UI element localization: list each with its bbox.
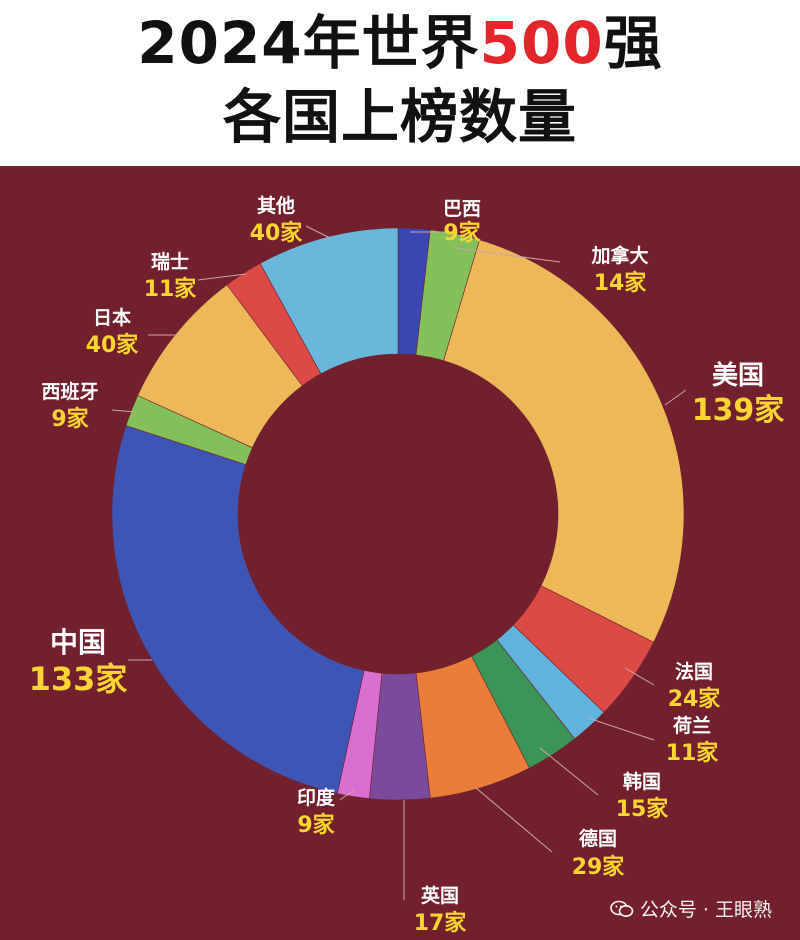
chart-title: 2024年世界500强 bbox=[0, 10, 800, 76]
slice-中国 bbox=[111, 425, 365, 794]
value-label-西班牙: 9家 bbox=[51, 406, 89, 432]
leader-line-美国 bbox=[664, 389, 687, 406]
category-label-德国: 德国 bbox=[579, 827, 617, 850]
leader-line-印度 bbox=[339, 789, 355, 801]
title-prefix: 2024年世界 bbox=[137, 9, 480, 77]
category-label-瑞士: 瑞士 bbox=[151, 250, 189, 273]
value-label-巴西: 9家 bbox=[443, 220, 481, 246]
value-label-美国: 139家 bbox=[692, 393, 785, 428]
title-header: 2024年世界500强 各国上榜数量 bbox=[0, 0, 800, 166]
category-label-加拿大: 加拿大 bbox=[590, 244, 648, 267]
value-label-德国: 29家 bbox=[572, 854, 626, 880]
category-label-日本: 日本 bbox=[93, 306, 131, 329]
chart-subtitle: 各国上榜数量 bbox=[222, 83, 577, 151]
leader-line-德国 bbox=[475, 787, 553, 853]
watermark: 公众号 · 王眼熟 bbox=[610, 895, 772, 922]
category-label-巴西: 巴西 bbox=[443, 198, 481, 220]
leader-line-加拿大 bbox=[454, 247, 561, 263]
category-label-其他: 其他 bbox=[257, 194, 295, 217]
value-label-其他: 40家 bbox=[250, 220, 304, 246]
watermark-text: 公众号 · 王眼熟 bbox=[639, 899, 772, 921]
category-label-英国: 英国 bbox=[421, 884, 459, 907]
donut-hole bbox=[238, 354, 558, 674]
title-highlight: 500 bbox=[479, 9, 604, 77]
value-label-加拿大: 14家 bbox=[594, 270, 648, 296]
title-suffix: 强 bbox=[603, 9, 663, 77]
category-label-荷兰: 荷兰 bbox=[673, 714, 711, 737]
value-label-韩国: 15家 bbox=[616, 796, 670, 822]
wechat-icon bbox=[610, 900, 634, 917]
category-label-印度: 印度 bbox=[297, 786, 336, 809]
leader-line-韩国 bbox=[539, 747, 599, 796]
category-label-韩国: 韩国 bbox=[623, 770, 661, 793]
value-label-日本: 40家 bbox=[86, 332, 140, 358]
leader-line-西班牙 bbox=[111, 409, 137, 413]
category-label-西班牙: 西班牙 bbox=[41, 380, 98, 403]
value-label-荷兰: 11家 bbox=[666, 740, 720, 766]
category-label-法国: 法国 bbox=[675, 660, 713, 683]
value-label-中国: 133家 bbox=[29, 660, 128, 698]
leader-line-法国 bbox=[624, 667, 655, 686]
category-label-中国: 中国 bbox=[50, 626, 106, 659]
value-label-瑞士: 11家 bbox=[144, 276, 198, 302]
leader-line-荷兰 bbox=[587, 717, 655, 741]
value-label-印度: 9家 bbox=[297, 812, 335, 838]
leader-line-瑞士 bbox=[197, 273, 247, 281]
leader-line-其他 bbox=[305, 225, 331, 239]
value-label-英国: 17家 bbox=[414, 910, 468, 936]
value-label-法国: 24家 bbox=[668, 686, 722, 712]
category-label-美国: 美国 bbox=[712, 360, 764, 391]
